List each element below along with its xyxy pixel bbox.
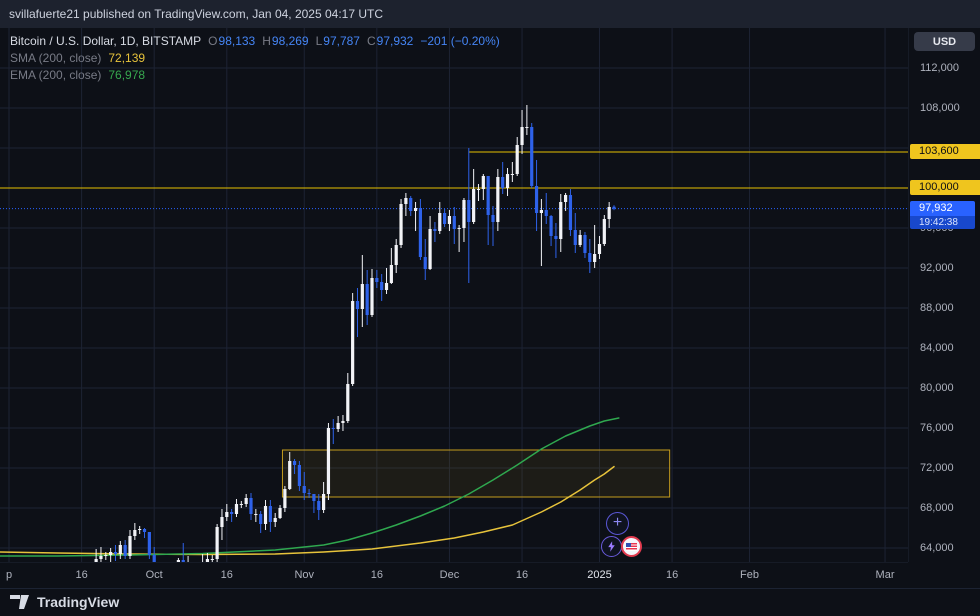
open-label: O bbox=[208, 34, 218, 48]
currency-toggle-button[interactable]: USD bbox=[914, 32, 975, 51]
tradingview-logo-icon bbox=[10, 595, 29, 609]
ema-value: 76,978 bbox=[108, 68, 146, 82]
last-price-label: 97,932 19:42:38 bbox=[910, 200, 975, 229]
low-label: L bbox=[315, 34, 323, 48]
price-tick-label: 68,000 bbox=[920, 502, 954, 514]
quick-add-plus-button[interactable]: + bbox=[606, 512, 629, 535]
change-value: −201 (−0.20%) bbox=[420, 34, 500, 48]
tradingview-logo[interactable]: TradingView bbox=[10, 594, 119, 610]
close-label: C bbox=[366, 34, 376, 48]
price-tick-label: 64,000 bbox=[920, 542, 954, 554]
time-axis[interactable]: p 16 Oct 16 Nov 16 Dec 16 2025 16 Feb Mar bbox=[0, 562, 908, 588]
lightning-icon bbox=[608, 541, 615, 552]
time-tick-label: Nov bbox=[294, 569, 315, 581]
sma-label: SMA (200, close) bbox=[10, 51, 102, 65]
time-tick-label: Dec bbox=[439, 569, 460, 581]
price-tick-label: 76,000 bbox=[920, 422, 954, 434]
level-lines[interactable] bbox=[0, 151, 908, 189]
price-tick-label: 108,000 bbox=[920, 102, 960, 114]
bar-countdown: 19:42:38 bbox=[910, 215, 975, 229]
time-tick-label: Mar bbox=[875, 569, 895, 581]
sma-indicator-row[interactable]: SMA (200, close) 72,139 bbox=[10, 50, 500, 66]
publish-banner: svillafuerte21 published on TradingView.… bbox=[0, 0, 980, 28]
time-tick-label: p bbox=[5, 569, 13, 581]
price-tick-label: 84,000 bbox=[920, 342, 954, 354]
chart-legend: Bitcoin / U.S. Dollar, 1D, BITSTAMP O98,1… bbox=[10, 33, 500, 84]
sma-value: 72,139 bbox=[108, 51, 146, 65]
chart-canvas[interactable] bbox=[0, 28, 908, 562]
time-tick-label: 16 bbox=[220, 569, 233, 581]
high-value: 98,269 bbox=[271, 34, 309, 48]
price-tick-label: 112,000 bbox=[920, 62, 959, 74]
time-tick-label: Feb bbox=[740, 569, 759, 581]
high-label: H bbox=[262, 34, 271, 48]
price-axis[interactable]: USD 112,000108,00096,00092,00088,00084,0… bbox=[908, 28, 980, 562]
symbol-row[interactable]: Bitcoin / U.S. Dollar, 1D, BITSTAMP O98,1… bbox=[10, 33, 500, 49]
level-price-label-103600: 103,600 bbox=[910, 144, 980, 159]
ema-label: EMA (200, close) bbox=[10, 68, 102, 82]
low-value: 97,787 bbox=[323, 34, 360, 48]
grid-layer bbox=[0, 28, 908, 562]
time-tick-label: 16 bbox=[75, 569, 88, 581]
price-tick-label: 80,000 bbox=[920, 382, 954, 394]
brand-text: TradingView bbox=[37, 594, 120, 610]
moving-average-lines bbox=[0, 417, 620, 557]
time-tick-label: 2025 bbox=[587, 569, 612, 581]
last-price-value: 97,932 bbox=[910, 200, 975, 216]
price-tick-label: 88,000 bbox=[920, 302, 954, 314]
time-tick-label: 16 bbox=[515, 569, 529, 581]
lightning-bolt-button[interactable] bbox=[601, 536, 622, 557]
open-value: 98,133 bbox=[218, 34, 256, 48]
candles-layer bbox=[94, 105, 616, 562]
close-value: 97,932 bbox=[376, 34, 414, 48]
price-tick-label: 92,000 bbox=[920, 262, 954, 274]
plus-icon: + bbox=[612, 514, 623, 531]
bottom-bar: TradingView bbox=[0, 588, 980, 616]
time-tick-label: 16 bbox=[665, 569, 679, 581]
flag-badge-button[interactable] bbox=[621, 536, 642, 557]
publish-text: svillafuerte21 published on TradingView.… bbox=[9, 7, 384, 21]
time-tick-label: 16 bbox=[370, 569, 383, 581]
symbol-title[interactable]: Bitcoin / U.S. Dollar, 1D, BITSTAMP bbox=[10, 34, 202, 48]
us-flag-icon bbox=[626, 542, 637, 551]
level-price-label-100000: 100,000 bbox=[910, 180, 980, 195]
time-tick-label: Oct bbox=[145, 569, 163, 581]
ema-indicator-row[interactable]: EMA (200, close) 76,978 bbox=[10, 67, 500, 83]
price-tick-label: 72,000 bbox=[920, 462, 954, 474]
